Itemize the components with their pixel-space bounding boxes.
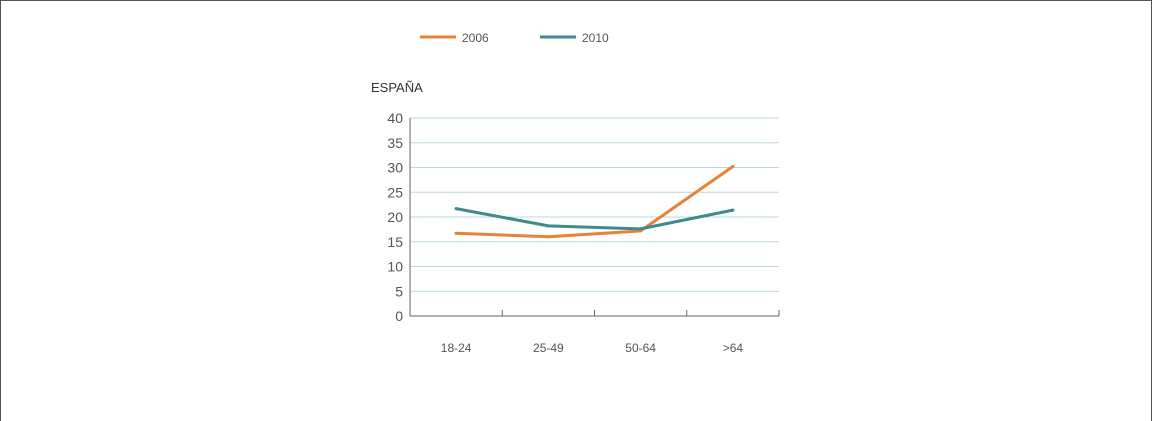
x-tick-label: 25-49	[533, 341, 564, 355]
y-tick-label: 10	[387, 259, 403, 275]
data-point-2006	[731, 165, 735, 169]
series-line-2010	[454, 207, 735, 231]
data-point-2006	[546, 235, 550, 239]
axes	[409, 118, 780, 317]
y-tick-label: 0	[395, 308, 403, 324]
x-tick-label: 50-64	[625, 341, 656, 355]
y-axis-ticks: 0 5 10 15 20 25 30 35 40	[387, 110, 403, 324]
legend-label: 2010	[582, 31, 609, 45]
y-tick-label: 35	[387, 135, 403, 151]
y-tick-label: 25	[387, 184, 403, 200]
legend: 2006 2010	[420, 31, 609, 45]
data-point-2010	[546, 224, 550, 228]
x-axis-ticks: 18-24 25-49 50-64 >64	[441, 341, 744, 355]
y-tick-label: 40	[387, 110, 403, 126]
legend-label: 2006	[462, 31, 489, 45]
data-point-2010	[639, 227, 643, 231]
data-point-2010	[731, 208, 735, 212]
y-tick-label: 20	[387, 209, 403, 225]
gridlines	[410, 117, 779, 292]
y-tick-label: 5	[395, 283, 403, 299]
chart-title: ESPAÑA	[371, 80, 423, 95]
y-tick-label: 30	[387, 160, 403, 176]
x-tick-label: >64	[723, 341, 744, 355]
data-point-2006	[454, 231, 458, 235]
series-line-2006	[454, 165, 735, 239]
series-group	[454, 165, 735, 239]
y-tick-label: 15	[387, 234, 403, 250]
data-point-2010	[454, 207, 458, 211]
x-tick-label: 18-24	[441, 341, 472, 355]
